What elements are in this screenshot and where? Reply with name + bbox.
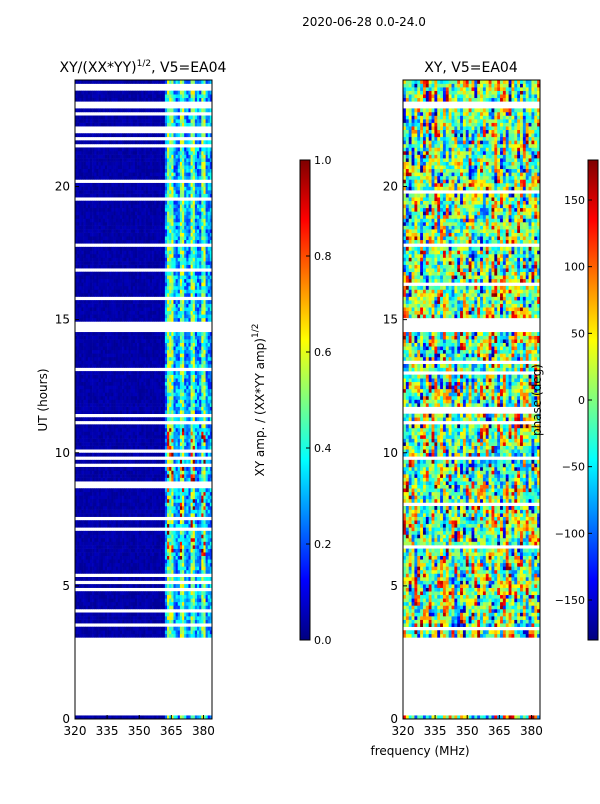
colorbar-tick-label: 100 <box>564 261 585 274</box>
ytick-label: 10 <box>55 446 70 460</box>
colorbar-tick-label: 1.0 <box>314 154 332 167</box>
xtick-label: 380 <box>192 724 215 738</box>
left-heatmap <box>75 80 212 719</box>
amplitude-colorbar-label: XY amp. / (XX*YY amp)1/2 <box>251 324 267 477</box>
xtick-label: 365 <box>160 724 183 738</box>
right-heatmap <box>403 80 540 719</box>
ytick-label: 20 <box>383 180 398 194</box>
colorbar-tick-label: 50 <box>571 327 585 340</box>
left-ylabel: UT (hours) <box>36 368 50 431</box>
suptitle: 2020-06-28 0.0-24.0 <box>302 15 426 29</box>
ytick-label: 15 <box>383 313 398 327</box>
xtick-label: 350 <box>456 724 479 738</box>
xtick-label: 365 <box>488 724 511 738</box>
phase-colorbar-ticks: 150 100 50 0 −50 −100 −150 <box>555 194 592 607</box>
xtick-label: 335 <box>424 724 447 738</box>
ytick-label: 15 <box>55 313 70 327</box>
colorbar-tick-label: 150 <box>564 194 585 207</box>
xtick-label: 380 <box>520 724 543 738</box>
colorbar-tick-label: 0 <box>578 394 585 407</box>
ytick-label: 10 <box>383 446 398 460</box>
ytick-label: 5 <box>390 579 398 593</box>
colorbar-tick-label: 0.4 <box>314 442 332 455</box>
xtick-label: 320 <box>392 724 415 738</box>
phase-colorbar-label: phase (deg) <box>530 364 544 436</box>
ytick-label: 5 <box>62 579 70 593</box>
colorbar-tick-label: −150 <box>555 594 585 607</box>
colorbar-tick-label: −50 <box>562 461 585 474</box>
colorbar-tick-label: −100 <box>555 527 585 540</box>
xtick-label: 335 <box>96 724 119 738</box>
colorbar-tick-label: 0.2 <box>314 538 332 551</box>
ytick-label: 0 <box>62 712 70 726</box>
amplitude-colorbar <box>300 160 310 640</box>
right-panel-title: XY, V5=EA04 <box>424 60 518 76</box>
ytick-label: 0 <box>390 712 398 726</box>
colorbar-tick-label: 0.0 <box>314 634 332 647</box>
xtick-label: 350 <box>128 724 151 738</box>
colorbar-tick-label: 0.8 <box>314 250 332 263</box>
left-panel-title: XY/(XX*YY)1/2, V5=EA04 <box>60 59 227 76</box>
shared-xlabel: frequency (MHz) <box>370 744 469 758</box>
xtick-label: 320 <box>64 724 87 738</box>
colorbar-tick-label: 0.6 <box>314 346 332 359</box>
ytick-label: 20 <box>55 180 70 194</box>
